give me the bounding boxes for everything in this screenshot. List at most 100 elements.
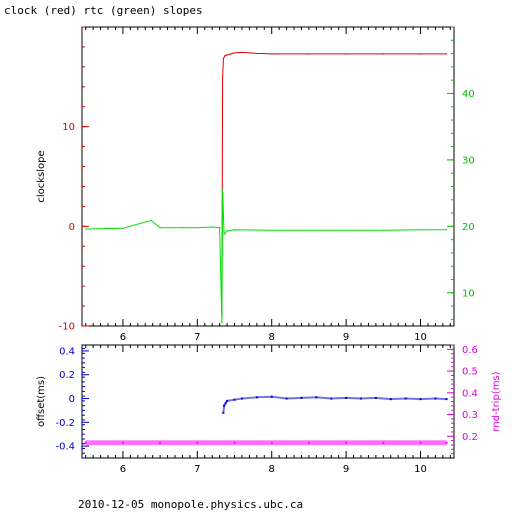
series-clock-point: [222, 76, 224, 78]
series-rtc-point: [150, 219, 152, 221]
y-right-tick-label: 10: [462, 288, 475, 299]
series-offset-point: [224, 402, 227, 405]
series-offset-point: [345, 396, 348, 399]
series-rtc-point: [221, 322, 223, 324]
series-rtc-point: [85, 228, 87, 230]
y-right-tick-label: 0.6: [462, 345, 478, 356]
x-tick-label: 6: [120, 464, 126, 475]
series-rndtrip-point: [307, 441, 310, 444]
series-offset-point: [389, 398, 392, 401]
series-rtc-point: [196, 227, 198, 229]
series-offset-band: [222, 395, 447, 413]
series-clock-point: [308, 53, 310, 55]
series-offset-point: [434, 397, 437, 400]
y-right-tick-label: 0.3: [462, 410, 478, 421]
series-rndtrip-point: [159, 441, 162, 444]
y-left-tick-label: -10: [59, 322, 75, 333]
y-right-tick-label: 0.4: [462, 388, 478, 399]
series-rtc-point: [308, 229, 310, 231]
series-rndtrip-point: [270, 441, 273, 444]
series-rtc-point: [222, 189, 224, 191]
series-rtc-point: [122, 227, 124, 229]
series-rndtrip-point: [196, 441, 199, 444]
footer-caption: 2010-12-05 monopole.physics.ubc.ca: [78, 498, 304, 511]
series-rtc-point: [445, 229, 448, 231]
series-rtc-point: [226, 230, 228, 232]
series-rtc-line: [85, 189, 447, 323]
x-tick-label: 8: [269, 464, 275, 475]
series-offset-point: [226, 399, 229, 402]
y-right-tick-label: 0.2: [462, 432, 478, 443]
series-rtc-point: [159, 227, 161, 229]
series-clock-point: [419, 53, 422, 55]
y-left-tick-label: 0.2: [59, 370, 75, 381]
x-tick-label: 10: [414, 332, 427, 343]
x-tick-label: 7: [194, 464, 200, 475]
y-right-tick-label: 20: [462, 222, 475, 233]
y-left-tick-label: -0.2: [55, 418, 75, 429]
top-panel: 6 7 8 9 10 -10 0 10 10 20 30 40 clockslope: [36, 26, 475, 343]
series-rtc-point: [223, 233, 225, 235]
y-axis-label: offset(ms): [36, 376, 47, 427]
series-offset-point: [445, 398, 448, 401]
series-offset-point: [255, 396, 258, 399]
series-clock-point: [224, 55, 226, 57]
series-clock-point: [226, 54, 228, 56]
series-rtc-point: [345, 229, 347, 231]
series-rndtrip-point: [84, 441, 87, 444]
series-clock-point: [271, 53, 273, 55]
series-offset-point: [330, 397, 333, 400]
y-right-tick-label: 0.5: [462, 367, 478, 378]
series-rndtrip-point: [445, 441, 448, 444]
series-offset-point: [285, 397, 288, 400]
series-clock-point: [248, 52, 250, 54]
y-right-axis-label: rnd-trip(ms): [491, 371, 502, 431]
y-right-tick-label: 40: [462, 89, 475, 100]
x-tick-label: 6: [120, 332, 126, 343]
series-clock-point: [445, 53, 448, 55]
series-rtc-point: [382, 229, 384, 231]
series-clock-point: [233, 52, 236, 54]
series-rndtrip-point: [345, 441, 348, 444]
series-rtc-point: [419, 229, 422, 231]
y-left-tick-label: -0.4: [55, 442, 75, 453]
series-clock-point: [382, 53, 384, 55]
y-left-tick-label: 0: [69, 394, 75, 405]
series-rtc-point: [219, 227, 221, 229]
y-left-tick-label: 0.4: [59, 346, 75, 357]
series-offset-point: [222, 411, 225, 414]
series-offset-point: [270, 395, 273, 398]
series-offset-point: [419, 398, 422, 401]
series-clock-point: [345, 53, 347, 55]
series-offset-point: [315, 396, 318, 399]
series-rndtrip-point: [419, 441, 422, 444]
series-rtc-point: [211, 226, 213, 228]
series-rtc-point: [181, 227, 184, 229]
y-left-tick-label: 10: [62, 122, 75, 133]
x-tick-label: 8: [269, 332, 275, 343]
series-offset-point: [233, 398, 236, 401]
y-left-tick-label: 0: [69, 222, 75, 233]
x-tick-label: 7: [194, 332, 200, 343]
bottom-panel: 6 7 8 9 10 -0.4 -0.2 0 0.2 0.4 0.2 0.3 0.4 0.5 0.6 offs…: [36, 344, 502, 475]
series-offset-point: [404, 397, 407, 400]
x-tick-label: 9: [343, 464, 349, 475]
series-rndtrip-point: [233, 441, 236, 444]
series-rndtrip-point: [121, 441, 124, 444]
series-clock-point: [222, 58, 224, 60]
series-rndtrip-point: [382, 441, 385, 444]
series-offset-point: [300, 396, 303, 399]
y-axis-label: clockslope: [36, 150, 47, 202]
series-clock-point: [256, 52, 258, 55]
y-right-tick-label: 30: [462, 155, 475, 166]
series-clock-point: [241, 51, 243, 54]
series-rtc-point: [233, 229, 236, 231]
series-clock-point: [230, 53, 232, 55]
series-offset-point: [240, 397, 243, 400]
series-offset-point: [223, 404, 226, 407]
series-clock-line: [221, 51, 447, 317]
series-rtc-point: [271, 229, 273, 231]
plot-frame: [81, 26, 455, 327]
x-tick-label: 10: [414, 464, 427, 475]
